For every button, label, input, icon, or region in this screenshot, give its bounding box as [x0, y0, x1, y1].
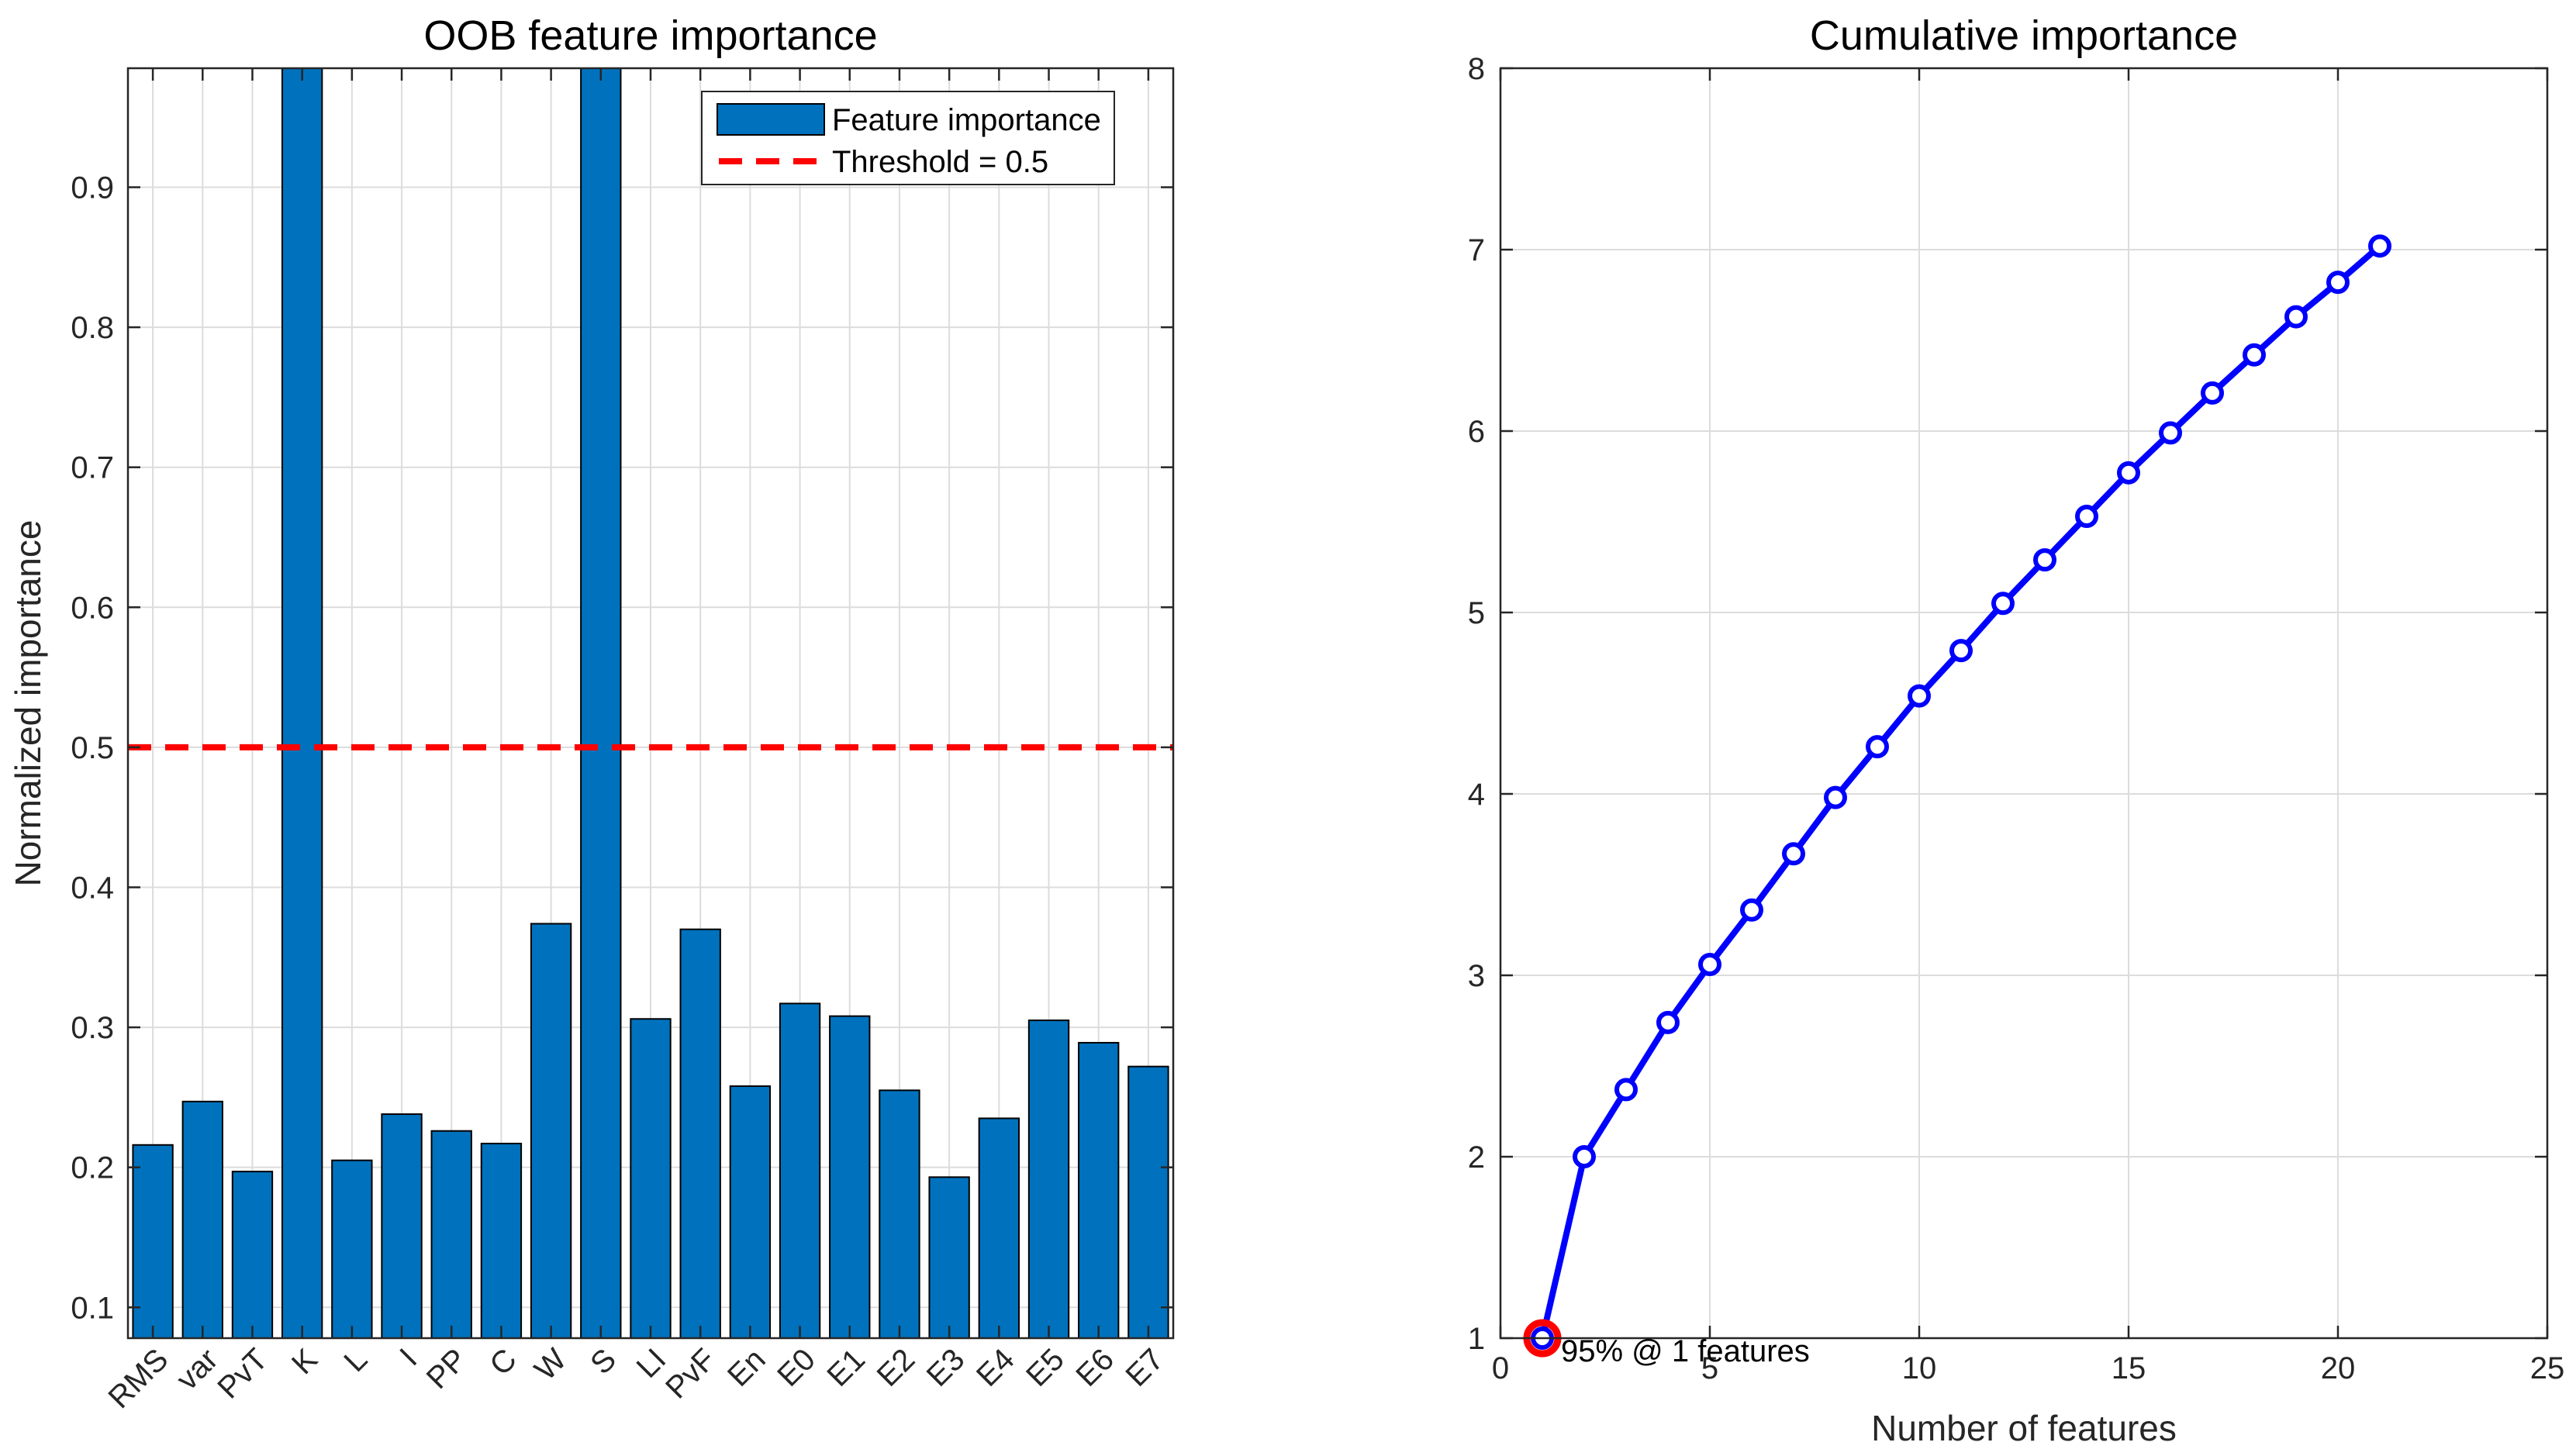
series-point-14: [2075, 504, 2098, 528]
x-tick-label-e0: E0: [771, 1342, 822, 1393]
bar-rms: [132, 1144, 174, 1340]
series-point-11: [1949, 639, 1973, 663]
x-tick-label-e3: E3: [920, 1342, 972, 1393]
series-point-18: [2243, 343, 2266, 367]
series-point-3: [1614, 1078, 1638, 1102]
x-tick-label: 0: [1492, 1351, 1509, 1385]
bar-pvf: [679, 928, 721, 1339]
bar-pp: [430, 1130, 472, 1340]
y-tick-label: 0.8: [71, 311, 114, 345]
highlight-annotation: 95% @ 1 features: [1561, 1334, 1810, 1368]
x-tick-label: 20: [2321, 1351, 2356, 1385]
series-point-8: [1824, 785, 1847, 809]
legend-swatch-bar: [717, 103, 825, 136]
x-tick-label-c: C: [483, 1342, 523, 1382]
bar-s: [580, 67, 622, 1339]
bar-l: [331, 1159, 373, 1340]
bar-pvt: [231, 1171, 274, 1340]
bar-e2: [879, 1089, 920, 1339]
x-tick-label-e2: E2: [871, 1342, 922, 1393]
series-point-6: [1740, 898, 1763, 922]
cumulative-importance-chart: 1 2 3 4 5 6 7 8 0 5 10 15 20 25 95% @ 1 features Cumula…: [1468, 12, 2565, 1448]
series-point-20: [2326, 271, 2350, 295]
bar-en: [729, 1085, 772, 1339]
x-tick-label-e4: E4: [970, 1342, 1021, 1393]
legend-label-threshold: Threshold = 0.5: [832, 145, 1048, 179]
left-y-axis-label: Normalized importance: [8, 520, 48, 887]
y-tick-label: 0.4: [71, 871, 114, 905]
bar-var: [181, 1100, 223, 1339]
series-point-16: [2159, 421, 2182, 445]
x-tick-label-rms: RMS: [102, 1342, 174, 1415]
y-tick-label: 2: [1468, 1140, 1485, 1175]
right-axis-frame: [1499, 67, 2549, 1340]
y-tick-label: 8: [1468, 52, 1485, 86]
x-tick-label-k: K: [285, 1342, 324, 1381]
y-tick-label: 0.3: [71, 1011, 114, 1045]
bar-e6: [1078, 1041, 1120, 1339]
series-point-7: [1782, 842, 1805, 866]
left-chart-title: OOB feature importance: [423, 12, 877, 59]
bar-k: [281, 67, 323, 1339]
x-tick-label-e7: E7: [1120, 1342, 1171, 1393]
legend-label-feature-importance: Feature importance: [832, 103, 1101, 137]
series-point-12: [1991, 592, 2015, 616]
bar-c: [480, 1142, 523, 1339]
bar-i: [381, 1113, 423, 1339]
x-tick-label-pvt: PvT: [211, 1342, 274, 1405]
y-tick-label: 3: [1468, 959, 1485, 993]
y-tick-label: 4: [1468, 778, 1485, 812]
series-point-2: [1573, 1145, 1596, 1168]
x-tick-label-w: W: [528, 1342, 573, 1387]
y-tick-label: 0.9: [71, 171, 114, 205]
series-point-9: [1866, 735, 1889, 759]
x-tick-label: 15: [2112, 1351, 2146, 1385]
bar-e3: [928, 1176, 970, 1339]
y-tick-label: 0.6: [71, 591, 114, 625]
series-point-4: [1656, 1010, 1680, 1034]
x-tick-label-var: var: [170, 1342, 224, 1396]
x-tick-label-e1: E1: [820, 1342, 872, 1393]
y-tick-label: 1: [1468, 1322, 1485, 1356]
y-tick-label: 6: [1468, 415, 1485, 449]
series-point-15: [2117, 461, 2140, 485]
x-tick-label-pp: PP: [420, 1342, 474, 1396]
series-point-19: [2284, 305, 2308, 329]
series-point-5: [1698, 952, 1721, 976]
bar-e4: [978, 1117, 1020, 1339]
bar-li: [630, 1018, 672, 1339]
x-tick-label-l: L: [337, 1342, 374, 1378]
x-tick-label-i: I: [393, 1342, 423, 1372]
y-tick-label: 0.7: [71, 451, 114, 485]
plot-area: [1500, 68, 2547, 1338]
bar-e7: [1127, 1065, 1169, 1340]
series-point-10: [1908, 684, 1931, 708]
x-tick-label-s: S: [584, 1342, 623, 1381]
y-tick-label: 0.5: [71, 731, 114, 765]
x-tick-label-pvf: PvF: [659, 1342, 722, 1405]
bar-e5: [1027, 1020, 1070, 1339]
x-tick-label: 5: [1701, 1351, 1718, 1385]
x-tick-label: 10: [1902, 1351, 1937, 1385]
right-chart-title: Cumulative importance: [1810, 12, 2238, 59]
series-point-21: [2368, 234, 2391, 258]
y-tick-label: 0.1: [71, 1291, 114, 1325]
x-tick-label-e6: E6: [1069, 1342, 1121, 1393]
series-point-17: [2201, 381, 2224, 405]
bar-w: [530, 923, 572, 1340]
y-tick-label: 5: [1468, 596, 1485, 630]
x-tick-label-e5: E5: [1020, 1342, 1071, 1393]
x-tick-label: 25: [2530, 1351, 2565, 1385]
right-x-axis-label: Number of features: [1871, 1408, 2177, 1448]
bar-e1: [829, 1015, 871, 1339]
bar-e0: [779, 1002, 821, 1339]
y-tick-label: 7: [1468, 233, 1485, 267]
series-point-13: [2033, 548, 2056, 572]
y-tick-label: 0.2: [71, 1151, 114, 1185]
x-tick-label-en: En: [721, 1342, 772, 1393]
